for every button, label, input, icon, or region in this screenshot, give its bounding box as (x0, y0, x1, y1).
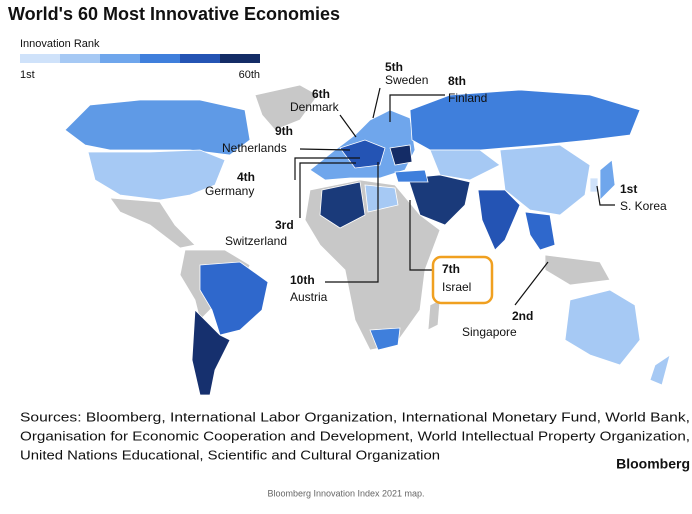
sources: Sources: Bloomberg, International Labor … (20, 409, 690, 462)
country-label: Israel (442, 280, 471, 294)
country-label: Denmark (290, 100, 340, 114)
legend-max: 60th (239, 69, 260, 81)
source-line: United Nations Educational, Scientific a… (20, 447, 440, 462)
legend-title: Innovation Rank (20, 38, 100, 50)
rank-label: 2nd (512, 309, 533, 323)
rank-label: 3rd (275, 218, 294, 232)
rank-label: 8th (448, 74, 466, 88)
country-label: S. Korea (620, 199, 667, 213)
highlight-box (431, 255, 494, 305)
leader-lines (294, 87, 615, 306)
rank-label: 9th (275, 124, 293, 138)
source-line: Organisation for Economic Cooperation an… (20, 428, 690, 443)
country-label: Austria (290, 290, 328, 304)
country-label: Germany (205, 184, 254, 198)
rank-label: 10th (290, 273, 315, 287)
country-label: Netherlands (222, 141, 287, 155)
rank-label: 1st (620, 182, 637, 196)
rank-label: 7th (442, 262, 460, 276)
legend-min: 1st (20, 69, 35, 81)
country-label: Sweden (385, 73, 428, 87)
rank-label: 5th (385, 60, 403, 74)
source-line: Sources: Bloomberg, International Labor … (20, 409, 690, 424)
logo: Bloomberg (616, 456, 690, 472)
rank-label: 4th (237, 170, 255, 184)
caption: Bloomberg Innovation Index 2021 map. (267, 488, 424, 498)
country-label: Finland (448, 91, 487, 105)
world-map (64, 84, 671, 396)
country-label: Singapore (462, 325, 517, 339)
rank-label: 6th (312, 87, 330, 101)
country-label: Switzerland (225, 234, 287, 248)
legend-scale (20, 54, 260, 63)
title: World's 60 Most Innovative Economies (8, 4, 340, 24)
